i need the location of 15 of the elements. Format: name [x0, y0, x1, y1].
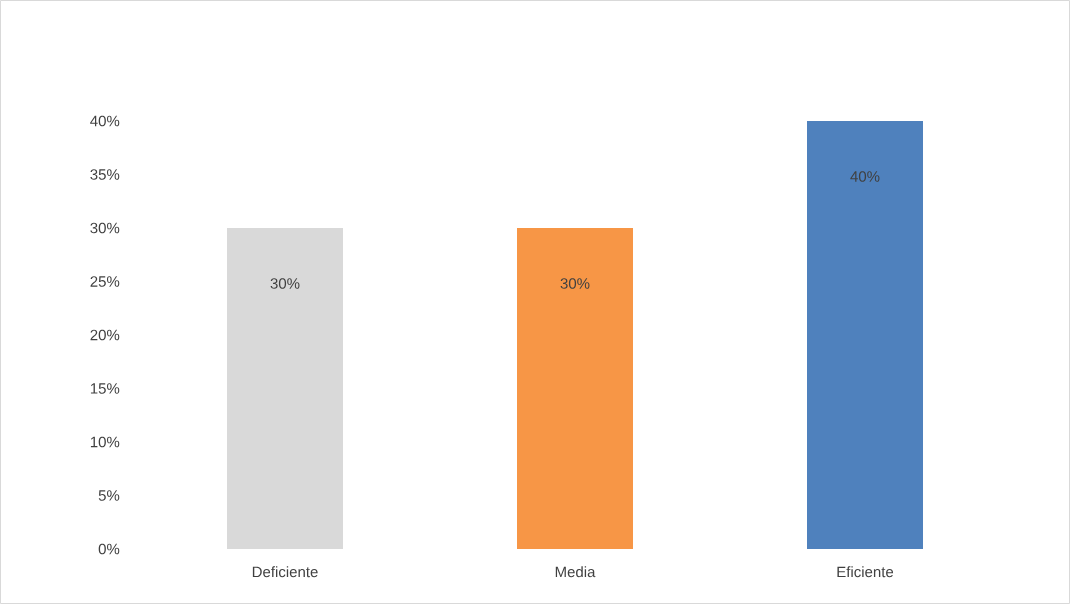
x-tick-label: Eficiente: [837, 566, 894, 578]
x-tick-label: Deficiente: [252, 566, 318, 578]
y-tick-label: 5%: [98, 490, 120, 501]
data-label: 30%: [560, 278, 590, 289]
y-tick-label: 0%: [98, 543, 120, 555]
x-tick-label: Media: [555, 566, 596, 578]
y-tick-label: 10%: [90, 436, 120, 448]
y-tick-label: 20%: [90, 329, 120, 341]
y-tick-label: 40%: [90, 115, 120, 127]
data-label: 30%: [270, 278, 300, 289]
data-label: 40%: [850, 171, 880, 182]
y-tick-label: 30%: [90, 222, 120, 234]
y-tick-label: 15%: [90, 383, 120, 394]
y-tick-label: 35%: [90, 169, 120, 180]
y-tick-label: 25%: [90, 276, 120, 287]
